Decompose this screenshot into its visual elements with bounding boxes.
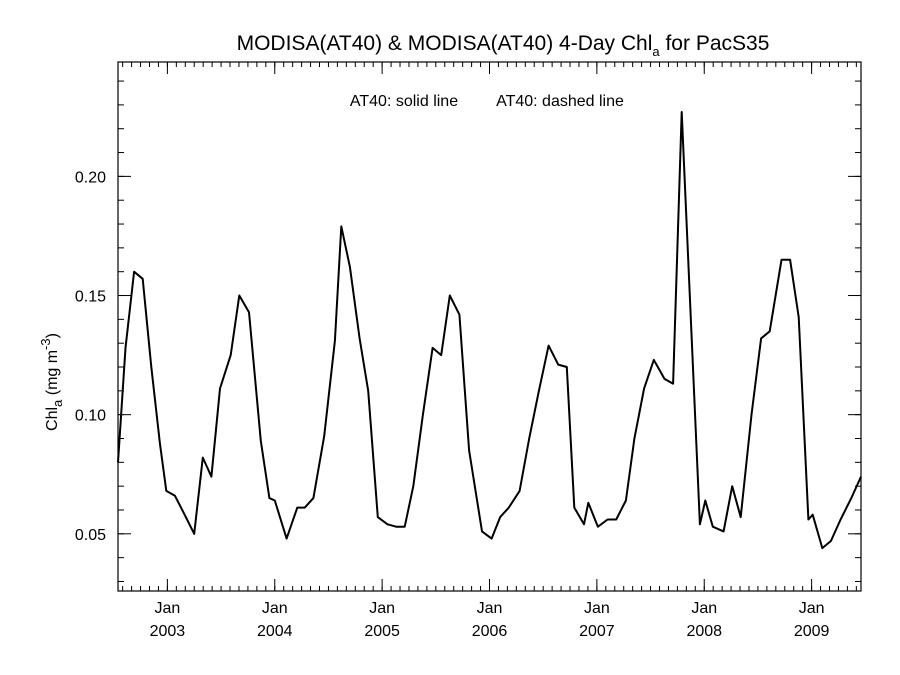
y-tick-label: 0.10 [75,408,106,425]
y-tick-label: 0.05 [75,527,106,544]
y-tick-label: 0.15 [75,289,106,306]
x-tick-label-year: 2003 [150,623,186,640]
chart-title-main: MODISA(AT40) & MODISA(AT40) 4-Day Chl [237,32,653,55]
x-tick-label-year: 2008 [686,623,722,640]
x-tick-label-year: 2006 [472,623,508,640]
axis-ticks [118,62,861,591]
x-tick-label-year: 2005 [364,623,400,640]
series-line-solid [117,111,862,550]
x-tick-label-year: 2004 [257,623,293,640]
y-axis-label-subscript: a [50,399,65,407]
plot-area-frame [117,61,862,592]
x-tick-label-month: Jan [154,600,180,617]
x-tick-label-month: Jan [477,600,503,617]
x-tick-label-year: 2009 [794,623,830,640]
x-tick-label-month: Jan [691,600,717,617]
x-tick-label-month: Jan [262,600,288,617]
series-group [117,111,862,550]
y-axis-label-middle: (mg m [44,350,61,400]
x-tick-label-month: Jan [369,600,395,617]
y-axis-label: Chla (mg m-3) [38,333,65,431]
x-tick-label-month: Jan [584,600,610,617]
axis-tick-labels: 0.05 0.10 0.15 0.20 Jan 2003 Jan 2004 Jan 2005 Jan… [75,169,830,640]
x-tick-label-year: 2007 [579,623,615,640]
svg-text:Chla (mg m-3): Chla (mg m-3) [38,333,65,431]
chart-title-subscript: a [652,44,660,59]
chart-title-suffix: for PacS35 [660,32,770,55]
y-axis-label-superscript: -3 [38,338,53,350]
x-tick-label-month: Jan [799,600,825,617]
annotation-dashed-line: AT40: dashed line [496,93,624,110]
y-tick-label: 0.20 [75,169,106,186]
y-axis-label-base: Chl [44,407,61,431]
chart-title: MODISA(AT40) & MODISA(AT40) 4-Day Chla f… [237,32,770,59]
y-axis-label-end: ) [44,333,61,338]
annotation-solid-line: AT40: solid line [350,93,458,110]
